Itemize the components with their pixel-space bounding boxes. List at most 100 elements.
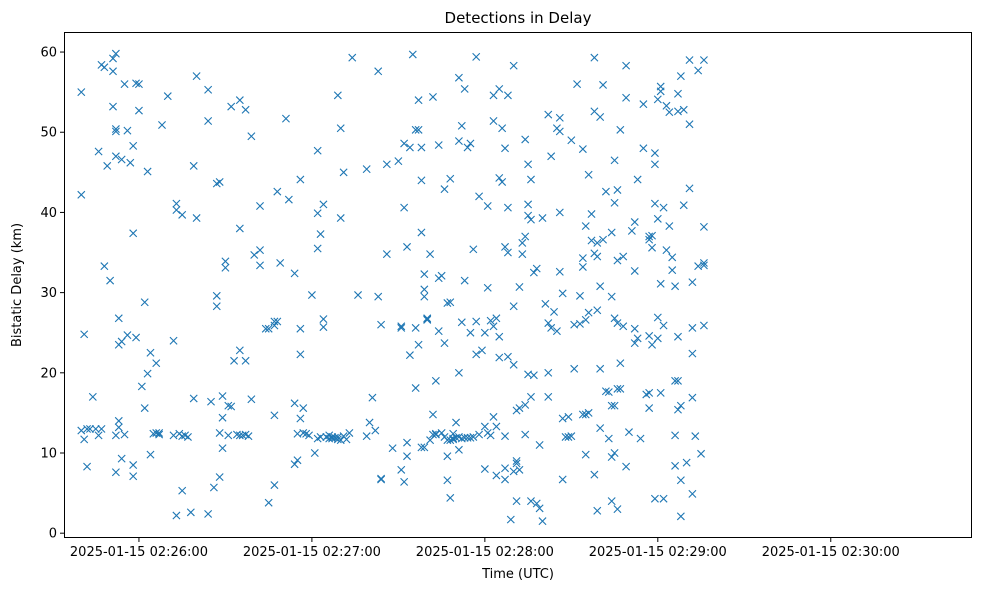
data-point bbox=[492, 422, 501, 431]
data-point bbox=[111, 127, 120, 136]
data-point bbox=[610, 156, 619, 165]
data-point bbox=[659, 321, 668, 330]
data-point bbox=[676, 72, 685, 81]
data-point bbox=[501, 144, 510, 153]
data-point bbox=[143, 369, 152, 378]
data-point bbox=[224, 401, 233, 410]
data-point bbox=[648, 243, 657, 252]
data-point bbox=[601, 187, 610, 196]
data-point bbox=[607, 292, 616, 301]
data-point bbox=[134, 80, 143, 89]
data-point bbox=[132, 79, 141, 88]
data-point bbox=[524, 160, 533, 169]
data-point bbox=[354, 291, 363, 300]
x-tick-label: 2025-01-15 02:27:00 bbox=[243, 545, 381, 560]
data-point bbox=[296, 350, 305, 359]
data-point bbox=[140, 404, 149, 413]
data-point bbox=[659, 203, 668, 212]
data-point bbox=[685, 120, 694, 129]
data-point bbox=[204, 509, 213, 518]
data-point bbox=[446, 174, 455, 183]
data-point bbox=[218, 413, 227, 422]
data-point bbox=[676, 512, 685, 521]
data-point bbox=[509, 302, 518, 311]
data-point bbox=[521, 430, 530, 439]
data-point bbox=[209, 483, 218, 492]
data-point bbox=[515, 404, 524, 413]
data-point bbox=[319, 200, 328, 209]
y-tick-label: 30 bbox=[40, 286, 57, 301]
data-point bbox=[129, 141, 138, 150]
data-point bbox=[604, 434, 613, 443]
data-point bbox=[636, 434, 645, 443]
data-point bbox=[613, 384, 622, 393]
data-point bbox=[247, 395, 256, 404]
data-point bbox=[624, 428, 633, 437]
data-point bbox=[420, 270, 429, 279]
data-point bbox=[673, 89, 682, 98]
data-point bbox=[567, 432, 576, 441]
data-point bbox=[129, 472, 138, 481]
data-point bbox=[613, 505, 622, 514]
data-point bbox=[434, 327, 443, 336]
data-point bbox=[477, 346, 486, 355]
data-point bbox=[400, 139, 409, 148]
data-point bbox=[526, 497, 535, 506]
data-point bbox=[555, 267, 564, 276]
data-point bbox=[256, 202, 265, 211]
data-point bbox=[137, 382, 146, 391]
data-point bbox=[668, 253, 677, 262]
data-point bbox=[250, 250, 259, 259]
data-point bbox=[460, 276, 469, 285]
data-point bbox=[699, 222, 708, 231]
data-point bbox=[610, 198, 619, 207]
data-point bbox=[676, 476, 685, 485]
data-point bbox=[529, 268, 538, 277]
data-point bbox=[397, 465, 406, 474]
data-point bbox=[114, 423, 123, 432]
data-point bbox=[403, 438, 412, 447]
data-point bbox=[564, 432, 573, 441]
data-point bbox=[129, 461, 138, 470]
data-point bbox=[541, 299, 550, 308]
data-point bbox=[671, 282, 680, 291]
data-point bbox=[512, 457, 521, 466]
data-point bbox=[619, 252, 628, 261]
data-point bbox=[475, 192, 484, 201]
data-point bbox=[397, 322, 406, 331]
data-point bbox=[607, 497, 616, 506]
data-point bbox=[454, 73, 463, 82]
data-point bbox=[377, 475, 386, 484]
data-point bbox=[656, 279, 665, 288]
data-point bbox=[91, 424, 100, 433]
data-point bbox=[290, 399, 299, 408]
data-point bbox=[247, 132, 256, 141]
data-point bbox=[518, 238, 527, 247]
data-point bbox=[423, 315, 432, 324]
data-point bbox=[83, 462, 92, 471]
data-point bbox=[526, 392, 535, 401]
data-point bbox=[630, 266, 639, 275]
data-point bbox=[362, 165, 371, 174]
data-point bbox=[610, 314, 619, 323]
data-point bbox=[371, 426, 380, 435]
data-point bbox=[544, 110, 553, 119]
data-point bbox=[440, 339, 449, 348]
x-axis-ticks: 2025-01-15 02:26:00 2025-01-15 02:27:00 20… bbox=[70, 538, 900, 560]
data-point bbox=[607, 453, 616, 461]
data-point bbox=[460, 433, 469, 442]
data-point bbox=[648, 231, 657, 240]
data-point bbox=[665, 108, 674, 117]
data-point bbox=[405, 351, 414, 360]
data-point bbox=[97, 424, 106, 433]
x-tick-label: 2025-01-15 02:28:00 bbox=[416, 545, 554, 560]
data-point bbox=[558, 414, 567, 423]
data-point bbox=[578, 262, 587, 271]
data-point bbox=[420, 285, 429, 294]
data-point bbox=[570, 364, 579, 373]
data-point bbox=[256, 261, 265, 270]
data-point bbox=[578, 145, 587, 154]
data-point bbox=[699, 56, 708, 65]
data-point bbox=[475, 430, 484, 439]
data-point bbox=[423, 315, 432, 324]
